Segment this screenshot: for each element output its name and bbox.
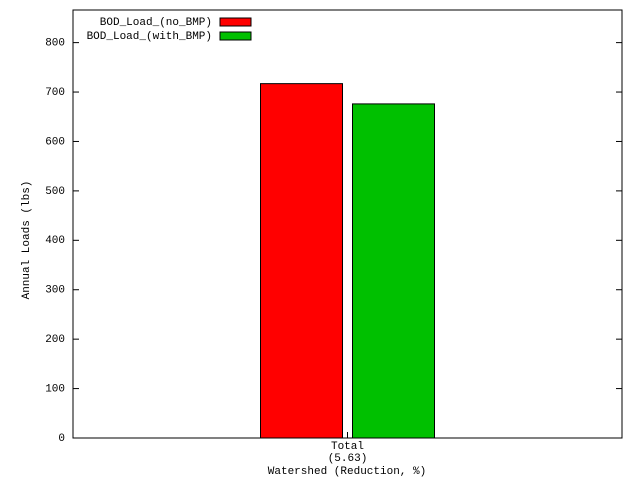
x-tick-label: Total (5.63): [328, 441, 368, 465]
y-tick-label: 700: [45, 87, 65, 99]
y-axis-label: Annual Loads (lbs): [21, 181, 33, 300]
bar: [260, 83, 343, 439]
y-tick-label: 0: [58, 433, 65, 445]
legend-label: BOD_Load_(no_BMP): [100, 17, 212, 29]
x-axis-label: Watershed (Reduction, %): [268, 466, 426, 478]
y-tick-label: 300: [45, 285, 65, 297]
legend-label: BOD_Load_(with_BMP): [87, 31, 212, 43]
legend-swatch: [219, 31, 252, 41]
y-tick-label: 200: [45, 334, 65, 346]
y-tick-label: 500: [45, 186, 65, 198]
plot-border: [72, 9, 623, 439]
y-tick-label: 100: [45, 383, 65, 395]
bar: [352, 103, 435, 439]
y-tick-label: 600: [45, 136, 65, 148]
legend-swatch: [219, 17, 252, 27]
y-tick-label: 800: [45, 38, 65, 50]
y-tick-label: 400: [45, 235, 65, 247]
